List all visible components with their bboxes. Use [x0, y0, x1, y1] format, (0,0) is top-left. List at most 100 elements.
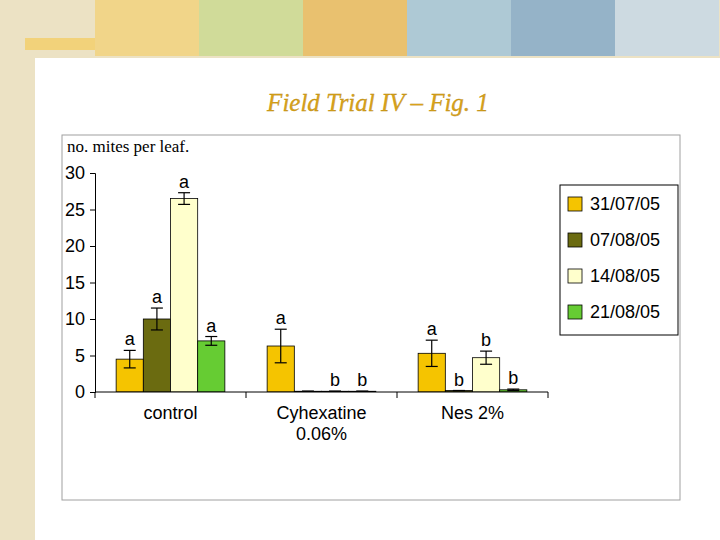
x-tick: Cyhexatine0.06%	[276, 392, 366, 444]
legend: 31/07/05 07/08/05 14/08/05 21/08/05	[560, 185, 678, 335]
slide-background	[0, 0, 720, 540]
significance-letters: aaaababbabb	[125, 172, 519, 391]
error-cap	[151, 307, 163, 308]
error-bar	[129, 350, 130, 368]
error-bar	[485, 351, 486, 364]
error-bars	[178, 193, 492, 392]
significance-letter: a	[276, 308, 287, 328]
legend-swatch	[568, 197, 582, 211]
banner-block	[303, 0, 407, 56]
y-tick: 30	[65, 163, 95, 183]
x-axis: control Cyhexatine0.06% Nes 2%	[95, 392, 548, 444]
y-tick: 0	[75, 382, 95, 402]
banner-block	[95, 0, 199, 56]
error-cap	[480, 351, 492, 352]
plot-area	[116, 193, 527, 392]
y-tick-label: 25	[65, 200, 85, 220]
error-cap	[507, 388, 519, 389]
bar-series	[198, 341, 527, 392]
error-bar	[431, 340, 432, 366]
banner-block	[615, 0, 719, 56]
significance-letter: b	[481, 330, 491, 350]
error-bars	[124, 329, 438, 368]
y-tick: 15	[65, 273, 95, 293]
chart-svg: Field Trial IV – Fig. 1 no. mites per lea…	[0, 0, 720, 540]
significance-letter: a	[427, 319, 438, 339]
error-cap	[453, 390, 465, 391]
error-cap	[426, 340, 438, 341]
category-separator	[246, 392, 247, 398]
significance-letter: b	[508, 368, 518, 388]
chart-frame	[62, 135, 680, 500]
significance-letter: b	[454, 370, 464, 390]
error-cap	[205, 336, 217, 337]
bar	[198, 341, 225, 392]
legend-label: 31/07/05	[590, 194, 660, 214]
x-tick-label-line: 0.06%	[296, 424, 347, 444]
error-bar	[211, 337, 212, 346]
error-cap	[151, 329, 163, 330]
chart-container: Field Trial IV – Fig. 1 no. mites per lea…	[0, 0, 720, 540]
error-cap	[178, 192, 190, 193]
bar	[171, 199, 198, 392]
error-cap	[480, 364, 492, 365]
significance-letter: a	[125, 329, 136, 349]
y-tick-mark	[90, 283, 95, 284]
significance-letter: b	[357, 370, 367, 390]
error-bars	[205, 337, 519, 392]
banner-block	[199, 0, 303, 56]
error-cap	[426, 366, 438, 367]
banner-strip	[25, 38, 95, 50]
x-tick-label-line: Cyhexatine	[276, 403, 366, 423]
y-tick-label: 20	[65, 236, 85, 256]
y-axis-line	[90, 174, 96, 393]
error-cap	[453, 390, 465, 391]
error-cap	[178, 204, 190, 205]
significance-letter: a	[152, 287, 163, 307]
y-tick-mark	[90, 319, 95, 320]
x-tick-label: Nes 2%	[441, 403, 504, 423]
category-separator	[95, 392, 96, 398]
x-tick-label: control	[143, 403, 197, 423]
bar	[143, 319, 170, 392]
legend-box	[560, 185, 678, 335]
significance-letter: b	[330, 370, 340, 390]
error-cap	[275, 329, 287, 330]
y-tick-label: 0	[75, 382, 85, 402]
y-tick-label: 30	[65, 163, 85, 183]
y-tick: 25	[65, 200, 95, 220]
y-tick-mark	[90, 356, 95, 357]
error-bar	[156, 308, 157, 330]
category-separator	[548, 392, 549, 398]
x-tick-label: Cyhexatine0.06%	[276, 403, 366, 445]
y-tick-mark	[90, 173, 95, 174]
error-bars	[151, 308, 465, 391]
error-cap	[205, 345, 217, 346]
slide-panel	[35, 58, 720, 540]
legend-swatch	[568, 305, 582, 319]
error-cap	[507, 390, 519, 391]
y-tick-label: 15	[65, 273, 85, 293]
error-cap	[124, 367, 136, 368]
y-tick-mark	[90, 392, 95, 393]
y-tick-mark	[90, 210, 95, 211]
y-tick: 5	[75, 346, 95, 366]
y-axis: 0 5 10 15 20 25 30	[65, 163, 96, 402]
legend-label: 07/08/05	[590, 230, 660, 250]
bar-series	[171, 199, 500, 392]
significance-letter: a	[206, 316, 217, 336]
legend-label: 14/08/05	[590, 266, 660, 286]
significance-letter: a	[179, 172, 190, 192]
y-tick: 10	[65, 309, 95, 329]
legend-swatch	[568, 233, 582, 247]
y-tick: 20	[65, 236, 95, 256]
error-bar	[280, 329, 281, 363]
chart-title: Field Trial IV – Fig. 1	[266, 89, 489, 116]
y-tick-mark	[90, 246, 95, 247]
y-tick-label: 10	[65, 309, 85, 329]
x-axis-line	[95, 392, 548, 393]
y-tick-label: 5	[75, 346, 85, 366]
y-axis-title: no. mites per leaf.	[67, 137, 189, 156]
x-tick: Nes 2%	[441, 392, 504, 423]
legend-label: 21/08/05	[590, 302, 660, 322]
